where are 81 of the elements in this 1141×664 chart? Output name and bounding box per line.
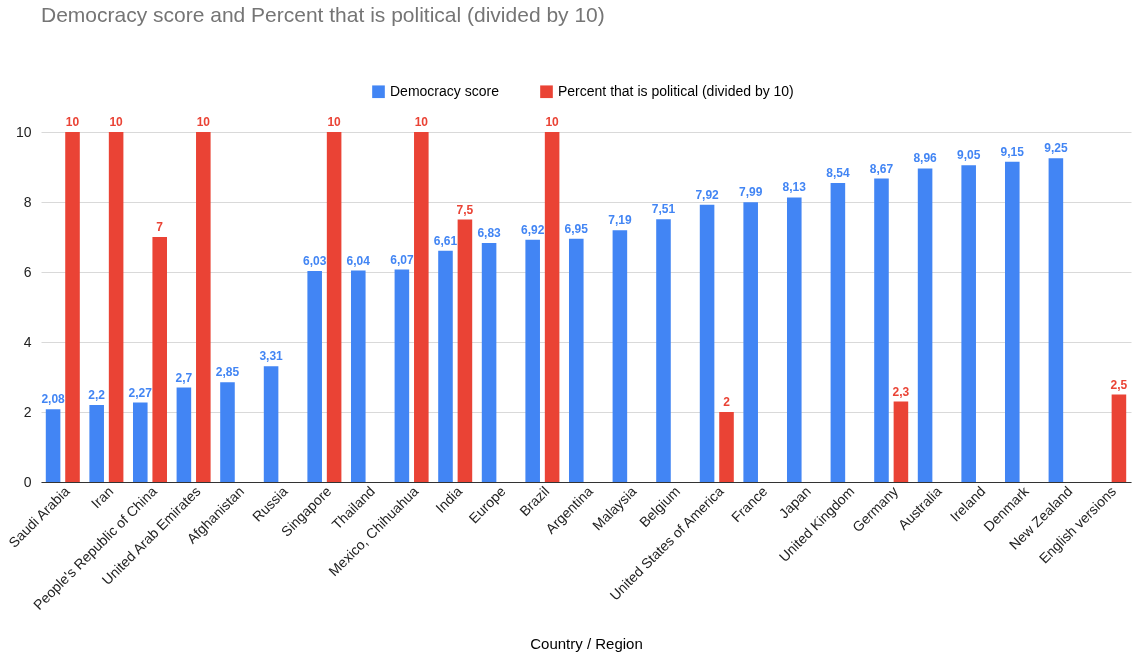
bar xyxy=(656,219,671,482)
bar xyxy=(787,197,802,482)
data-label: 6,04 xyxy=(346,253,371,268)
bar xyxy=(1111,394,1127,482)
legend-label: Percent that is political (divided by 10) xyxy=(558,82,794,99)
data-label: 2,7 xyxy=(175,370,193,385)
data-label: 10 xyxy=(65,115,80,129)
bar xyxy=(719,412,734,482)
y-tick-label: 0 xyxy=(23,473,32,490)
data-label: 6,92 xyxy=(521,222,545,237)
data-label: 8,96 xyxy=(913,151,938,166)
bar xyxy=(414,132,429,482)
data-label: 9,25 xyxy=(1044,141,1068,156)
bar xyxy=(544,132,560,482)
bar xyxy=(45,409,61,482)
legend-label: Democracy score xyxy=(390,82,500,99)
data-label: 7,5 xyxy=(456,202,474,217)
chart-title: Democracy score and Percent that is political (divided by 10) xyxy=(41,3,605,26)
bar xyxy=(438,250,453,482)
data-label: 9,15 xyxy=(1000,144,1025,159)
bar xyxy=(220,382,235,482)
bar xyxy=(874,178,889,482)
bar xyxy=(351,270,366,482)
data-label: 6,07 xyxy=(390,252,414,267)
y-tick-label: 8 xyxy=(23,193,32,210)
data-label: 2,3 xyxy=(892,384,910,399)
bar xyxy=(893,401,909,482)
bar xyxy=(307,270,322,482)
data-label: 10 xyxy=(414,115,429,129)
y-tick-label: 4 xyxy=(23,333,32,350)
bar xyxy=(1005,161,1020,482)
bar xyxy=(176,387,192,482)
data-label: 6,61 xyxy=(433,233,458,248)
data-label: 7 xyxy=(156,220,164,234)
bar xyxy=(917,168,933,482)
bar xyxy=(457,219,473,482)
bar xyxy=(612,230,628,482)
y-tick-label: 2 xyxy=(23,403,32,420)
data-label: 3,31 xyxy=(259,349,284,364)
bar xyxy=(108,132,124,482)
bar xyxy=(743,202,758,482)
data-label: 9,05 xyxy=(957,148,981,163)
bar xyxy=(326,132,342,482)
data-label: 6,83 xyxy=(477,225,502,240)
data-label: 7,51 xyxy=(651,202,676,217)
data-label: 8,67 xyxy=(869,161,894,176)
data-label: 10 xyxy=(196,115,211,129)
data-label: 2,5 xyxy=(1110,377,1128,392)
data-label: 8,54 xyxy=(826,166,850,181)
bar xyxy=(152,237,167,482)
bar xyxy=(394,269,410,482)
bar xyxy=(569,238,584,482)
data-label: 10 xyxy=(109,115,124,129)
data-label: 7,99 xyxy=(739,185,763,200)
data-label: 10 xyxy=(545,115,560,129)
bar xyxy=(830,183,846,482)
data-label: 2,85 xyxy=(215,365,240,380)
data-label: 6,03 xyxy=(303,253,327,268)
bar xyxy=(961,165,976,482)
data-label: 8,13 xyxy=(782,180,807,195)
data-label: 2,08 xyxy=(41,392,66,407)
data-label: 10 xyxy=(327,115,342,129)
bar xyxy=(196,132,211,482)
bar xyxy=(525,239,540,482)
data-label: 6,95 xyxy=(564,221,589,236)
bar xyxy=(89,405,104,482)
x-tick-label: Iran xyxy=(87,483,117,512)
x-axis-title: Country / Region xyxy=(530,634,643,652)
data-label: 2,2 xyxy=(88,388,106,402)
bar xyxy=(133,402,148,482)
bar xyxy=(699,204,715,482)
bar xyxy=(263,366,279,482)
data-label: 2 xyxy=(723,395,731,409)
bar xyxy=(1048,158,1064,482)
data-label: 7,19 xyxy=(608,213,632,228)
bar xyxy=(481,242,497,482)
y-tick-label: 10 xyxy=(15,123,32,140)
data-label: 7,92 xyxy=(695,187,720,202)
y-tick-label: 6 xyxy=(23,263,32,280)
data-label: 2,27 xyxy=(128,385,153,400)
bar xyxy=(65,132,80,482)
